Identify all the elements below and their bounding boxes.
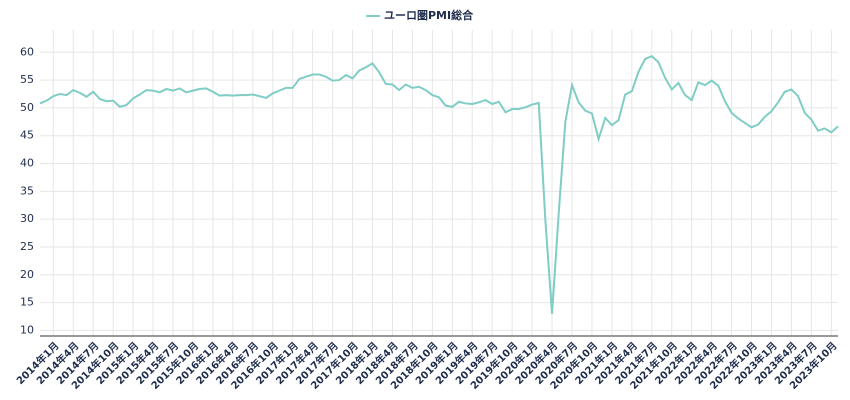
y-tick-label: 25 (20, 240, 34, 253)
y-tick-label: 30 (20, 212, 34, 225)
y-tick-label: 35 (20, 184, 34, 197)
y-tick-label: 45 (20, 129, 34, 142)
y-tick-label: 20 (20, 268, 34, 281)
legend-label: ユーロ圏PMI総合 (384, 8, 474, 22)
y-tick-label: 50 (20, 101, 34, 114)
y-tick-label: 40 (20, 157, 34, 170)
y-tick-label: 10 (20, 323, 34, 336)
y-tick-label: 55 (20, 73, 34, 86)
y-tick-label: 15 (20, 296, 34, 309)
y-tick-label: 60 (20, 45, 34, 58)
line-series (39, 54, 839, 314)
